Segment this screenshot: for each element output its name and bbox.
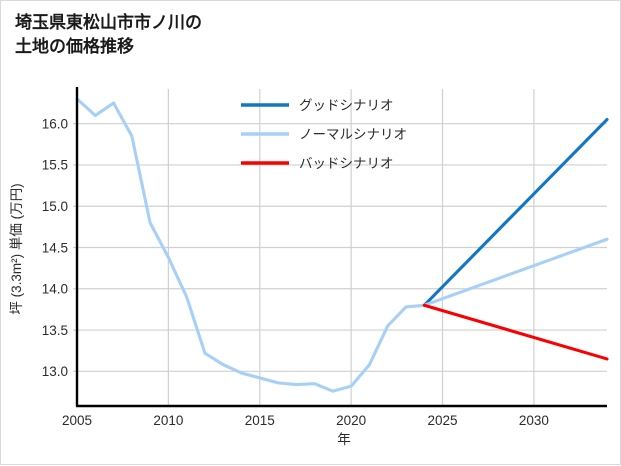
y-tick-label: 15.5 <box>42 158 68 173</box>
axis-lines <box>75 87 607 408</box>
series-line <box>75 97 609 393</box>
page-title: 埼玉県東松山市市ノ川の 土地の価格推移 <box>15 13 202 57</box>
y-tick-label: 15.0 <box>42 199 68 214</box>
y-axis-title: 坪 (3.3m²) 単価 (万円) <box>9 183 24 314</box>
x-tick-label: 2030 <box>519 413 549 428</box>
y-tick-label: 13.5 <box>42 323 68 338</box>
series-line <box>422 117 609 307</box>
x-tick-label: 2020 <box>336 413 366 428</box>
y-tick-label: 14.5 <box>42 240 68 255</box>
legend-label: バッドシナリオ <box>299 156 394 171</box>
x-tick-label: 2025 <box>427 413 457 428</box>
y-tick-label: 14.0 <box>42 282 68 297</box>
x-axis-title: 年 <box>337 432 351 447</box>
data-series-layer <box>75 97 609 393</box>
series-line <box>422 303 609 361</box>
y-axis-ticks: 13.0 13.5 14.0 14.5 15.0 15.5 16.0 <box>42 116 77 379</box>
x-tick-label: 2005 <box>62 413 92 428</box>
y-tick-label: 13.0 <box>42 364 68 379</box>
x-tick-label: 2010 <box>153 413 183 428</box>
x-axis-ticks: 2005 2010 2015 2020 2025 2030 <box>62 413 549 428</box>
y-tick-label: 16.0 <box>42 116 68 131</box>
legend-label: グッドシナリオ <box>299 98 394 113</box>
legend-label: ノーマルシナリオ <box>299 127 407 142</box>
x-tick-label: 2015 <box>245 413 275 428</box>
